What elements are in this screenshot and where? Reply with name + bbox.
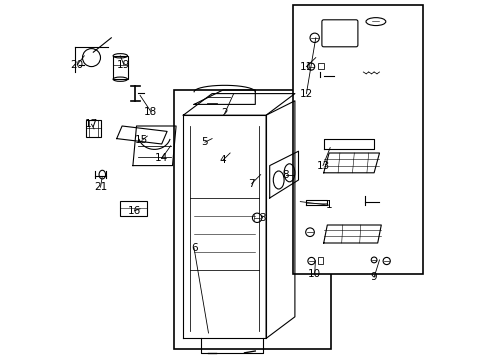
Bar xyxy=(113,56,127,79)
Text: 15: 15 xyxy=(135,135,148,145)
Text: 2: 2 xyxy=(221,108,227,118)
Text: 10: 10 xyxy=(307,269,321,279)
Bar xyxy=(317,257,322,264)
Text: 17: 17 xyxy=(85,119,98,129)
Text: 9: 9 xyxy=(370,272,377,282)
Polygon shape xyxy=(305,200,326,205)
Text: 11: 11 xyxy=(299,62,312,72)
Text: 19: 19 xyxy=(117,60,130,70)
Text: 14: 14 xyxy=(155,153,168,163)
Text: 6: 6 xyxy=(190,243,197,253)
Polygon shape xyxy=(323,153,379,173)
FancyBboxPatch shape xyxy=(321,20,357,47)
Text: 20: 20 xyxy=(70,60,83,70)
Polygon shape xyxy=(117,126,167,144)
Text: 12: 12 xyxy=(299,89,312,99)
Text: 13: 13 xyxy=(316,161,329,171)
Bar xyxy=(174,90,330,349)
Text: 3: 3 xyxy=(259,213,265,223)
Bar xyxy=(318,63,323,69)
Text: 7: 7 xyxy=(248,179,254,189)
Text: 8: 8 xyxy=(282,170,288,180)
Text: 21: 21 xyxy=(94,182,107,192)
Text: 1: 1 xyxy=(325,200,332,210)
Bar xyxy=(120,201,147,216)
Text: 5: 5 xyxy=(201,137,208,147)
Text: 16: 16 xyxy=(128,206,141,216)
Polygon shape xyxy=(323,225,381,243)
Bar xyxy=(86,120,101,137)
Polygon shape xyxy=(323,139,373,149)
Text: 4: 4 xyxy=(219,155,226,165)
Bar xyxy=(292,5,422,274)
Text: 18: 18 xyxy=(144,107,157,117)
